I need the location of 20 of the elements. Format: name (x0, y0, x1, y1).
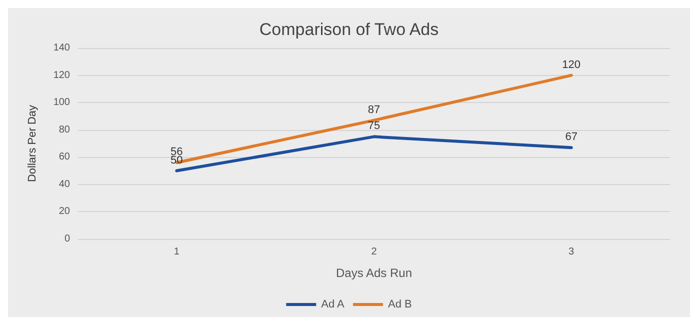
y-tick-label: 100 (53, 97, 70, 108)
data-label: 67 (565, 131, 578, 144)
x-tick-label: 1 (174, 246, 180, 258)
legend-label: Ad B (388, 298, 412, 310)
y-tick-label: 140 (53, 42, 70, 54)
y-tick-label: 80 (58, 124, 70, 136)
chart-title: Comparison of Two Ads (259, 20, 439, 39)
y-tick-label: 40 (58, 178, 70, 190)
x-tick-label: 3 (568, 246, 575, 258)
data-label: 87 (368, 104, 380, 116)
y-tick-label: 120 (53, 70, 70, 81)
y-tick-label: 0 (64, 234, 70, 244)
x-tick-label: 2 (371, 246, 378, 258)
x-axis-title: Days Ads Run (336, 266, 412, 280)
data-label: 120 (562, 58, 581, 71)
y-axis-title: Dollars Per Day (26, 104, 38, 182)
y-tick-label: 20 (58, 206, 70, 218)
y-tick-label: 60 (58, 152, 70, 163)
data-label: 75 (368, 120, 380, 132)
legend-label: Ad A (321, 298, 346, 310)
